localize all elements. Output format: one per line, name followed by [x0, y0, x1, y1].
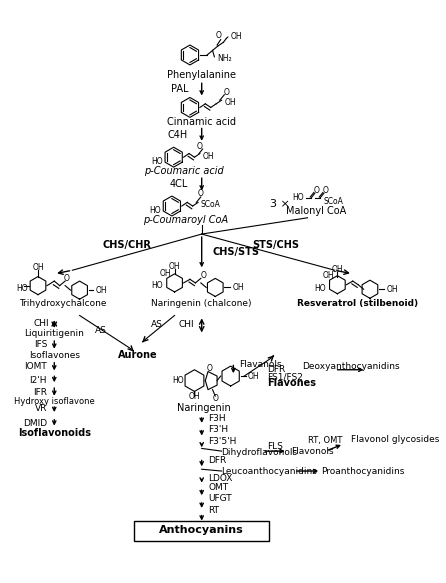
Text: DFR: DFR — [208, 456, 226, 465]
Text: IFS: IFS — [33, 340, 47, 349]
Text: NH₂: NH₂ — [217, 54, 232, 63]
Text: Isoflavonoids: Isoflavonoids — [18, 428, 91, 438]
Text: OH: OH — [322, 271, 334, 280]
Text: AS: AS — [151, 320, 162, 329]
Text: IFR: IFR — [33, 388, 47, 397]
Text: DMID: DMID — [23, 419, 47, 427]
Text: STS/CHS: STS/CHS — [252, 240, 299, 250]
Text: HO: HO — [151, 157, 163, 166]
Text: O: O — [201, 271, 206, 280]
Text: HO: HO — [17, 284, 28, 293]
Text: HO: HO — [293, 194, 304, 202]
Text: Cinnamic acid: Cinnamic acid — [167, 117, 236, 127]
Text: RT: RT — [208, 507, 219, 515]
Text: FLS: FLS — [267, 442, 283, 451]
Text: Liquiritigenin: Liquiritigenin — [25, 329, 84, 338]
Text: OH: OH — [231, 33, 242, 41]
Text: Aurone: Aurone — [118, 350, 157, 360]
Text: CHI: CHI — [179, 320, 194, 329]
Text: Trihydroxychalcone: Trihydroxychalcone — [20, 299, 107, 308]
Text: OH: OH — [202, 152, 214, 161]
Text: I2'H: I2'H — [29, 376, 47, 385]
Text: OH: OH — [96, 286, 107, 294]
Text: Flavonol glycosides: Flavonol glycosides — [351, 435, 439, 444]
Text: Flavanols: Flavanols — [239, 360, 282, 369]
Text: Resveratrol (stilbenoid): Resveratrol (stilbenoid) — [297, 299, 418, 308]
Text: OH: OH — [224, 97, 236, 107]
Text: OMT: OMT — [208, 483, 228, 492]
Text: 4CL: 4CL — [170, 180, 188, 189]
Text: CHS/CHR: CHS/CHR — [102, 240, 151, 250]
Text: OH: OH — [248, 371, 260, 381]
Text: HO: HO — [314, 284, 326, 293]
Text: VR: VR — [35, 404, 47, 413]
Text: Naringenin (chalcone): Naringenin (chalcone) — [152, 299, 252, 308]
Text: DFR: DFR — [267, 365, 285, 374]
Text: O: O — [212, 394, 218, 403]
Text: SCoA: SCoA — [324, 197, 344, 206]
Text: Dihydroflavonols: Dihydroflavonols — [222, 448, 298, 458]
Text: Phenylalanine: Phenylalanine — [167, 70, 236, 80]
Text: F3H: F3H — [208, 414, 226, 423]
Text: O: O — [314, 186, 319, 195]
Text: HO: HO — [151, 281, 163, 290]
Text: Isoflavones: Isoflavones — [29, 351, 80, 360]
Text: F3'5'H: F3'5'H — [208, 437, 236, 445]
Text: HO: HO — [149, 206, 161, 215]
Text: C4H: C4H — [168, 129, 188, 139]
Text: IOMT: IOMT — [24, 361, 47, 371]
Text: Proanthocyanidins: Proanthocyanidins — [321, 466, 405, 476]
Text: OH: OH — [169, 262, 180, 271]
Text: p-Coumaric acid: p-Coumaric acid — [144, 166, 223, 175]
Text: O: O — [197, 142, 203, 151]
Text: Hydroxy isoflavone: Hydroxy isoflavone — [14, 397, 95, 406]
Text: Deoxyanthocyanidins: Deoxyanthocyanidins — [302, 361, 400, 371]
Text: SCoA: SCoA — [201, 200, 221, 209]
Text: O: O — [64, 274, 70, 283]
Text: O: O — [216, 31, 222, 40]
Text: OH: OH — [189, 392, 200, 401]
Text: CHI: CHI — [33, 319, 49, 328]
Text: UFGT: UFGT — [208, 494, 231, 503]
Text: O: O — [207, 364, 213, 373]
Text: Flavonols: Flavonols — [291, 447, 334, 456]
Text: O: O — [198, 189, 204, 198]
Text: 3 ×: 3 × — [270, 199, 290, 209]
Text: OH: OH — [160, 269, 171, 278]
Text: FS1/FS2: FS1/FS2 — [267, 373, 303, 381]
Text: OH: OH — [32, 263, 44, 272]
Text: HO: HO — [172, 376, 184, 385]
Text: PAL: PAL — [171, 85, 188, 94]
Text: LDOX: LDOX — [208, 474, 232, 483]
Text: Anthocyanins: Anthocyanins — [159, 525, 244, 535]
Text: O: O — [224, 89, 230, 97]
Text: Leucoanthocyanidins: Leucoanthocyanidins — [222, 466, 318, 476]
Text: CHS/STS: CHS/STS — [213, 247, 260, 257]
Text: Flavones: Flavones — [267, 378, 316, 388]
Text: RT, OMT: RT, OMT — [309, 436, 343, 445]
Text: Naringenin: Naringenin — [177, 403, 231, 413]
Text: Malonyl CoA: Malonyl CoA — [286, 206, 347, 216]
Text: O: O — [322, 186, 329, 195]
Text: p-Coumaroyl CoA: p-Coumaroyl CoA — [143, 216, 228, 226]
Text: OH: OH — [331, 265, 343, 274]
Text: AS: AS — [95, 326, 107, 335]
Text: OH: OH — [386, 285, 398, 294]
Text: F3'H: F3'H — [208, 425, 228, 434]
Text: OH: OH — [232, 283, 244, 292]
